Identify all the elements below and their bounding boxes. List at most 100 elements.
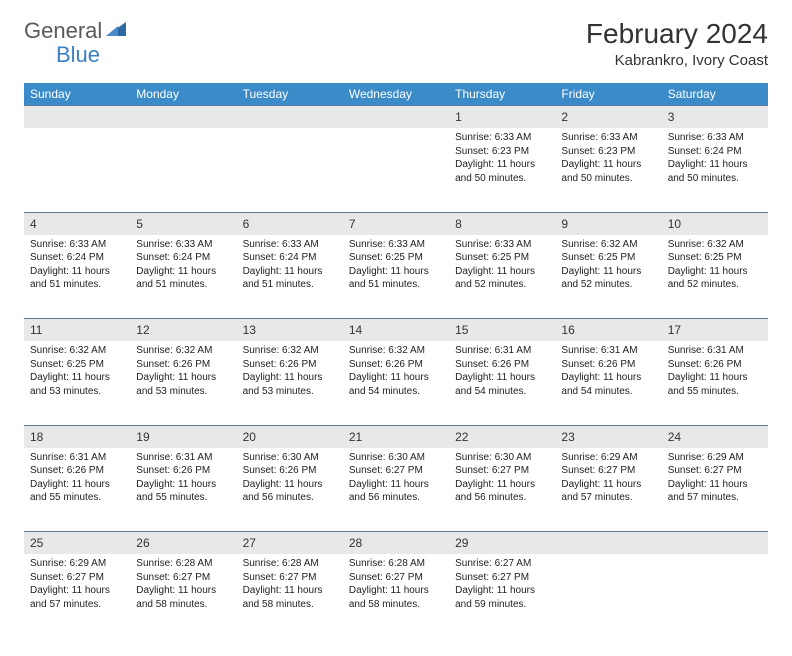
day-details: Sunrise: 6:31 AMSunset: 6:26 PMDaylight:… xyxy=(555,341,661,404)
daylight-line: Daylight: 11 hours and 56 minutes. xyxy=(243,479,323,504)
day-number: 2 xyxy=(561,110,568,124)
sunrise-line: Sunrise: 6:33 AM xyxy=(30,239,106,250)
day-number: 26 xyxy=(136,536,149,550)
day-number-row: 2526272829 xyxy=(24,532,768,555)
day-number: 28 xyxy=(349,536,362,550)
sunset-line: Sunset: 6:26 PM xyxy=(30,465,104,476)
calendar-body: 123Sunrise: 6:33 AMSunset: 6:23 PMDaylig… xyxy=(24,106,768,639)
day-number: 8 xyxy=(455,217,462,231)
day-details: Sunrise: 6:33 AMSunset: 6:25 PMDaylight:… xyxy=(449,235,555,298)
sunrise-line: Sunrise: 6:30 AM xyxy=(243,452,319,463)
sunset-line: Sunset: 6:24 PM xyxy=(30,252,104,263)
sunset-line: Sunset: 6:27 PM xyxy=(561,465,635,476)
sunset-line: Sunset: 6:24 PM xyxy=(243,252,317,263)
day-content-cell: Sunrise: 6:30 AM Sunset: 6:26 PM Daylight:… xyxy=(237,448,343,532)
day-number: 3 xyxy=(668,110,675,124)
day-content-cell: Sunrise: 6:32 AMSunset: 6:25 PMDaylight:… xyxy=(662,235,768,319)
daylight-line: Daylight: 11 hours and 50 minutes. xyxy=(668,159,748,184)
day-details: Sunrise: 6:32 AMSunset: 6:25 PMDaylight:… xyxy=(24,341,130,404)
logo-word-blue: Blue xyxy=(56,42,100,67)
day-content-cell xyxy=(237,128,343,212)
sunset-line: Sunset: 6:26 PM xyxy=(349,359,423,370)
daylight-line: Daylight: 11 hours and 58 minutes. xyxy=(349,585,429,610)
day-details: Sunrise: 6:32 AMSunset: 6:26 PMDaylight:… xyxy=(130,341,236,404)
day-number-row: 11121314151617 xyxy=(24,319,768,342)
day-number-cell: 11 xyxy=(24,319,130,342)
daylight-line: Daylight: 11 hours and 52 minutes. xyxy=(668,266,748,291)
day-details: Sunrise: 6:28 AMSunset: 6:27 PMDaylight:… xyxy=(237,554,343,617)
day-content-cell: Sunrise: 6:32 AMSunset: 6:25 PMDaylight:… xyxy=(555,235,661,319)
day-details: Sunrise: 6:31 AMSunset: 6:26 PMDaylight:… xyxy=(662,341,768,404)
sunset-line: Sunset: 6:25 PM xyxy=(561,252,635,263)
daylight-line: Daylight: 11 hours and 52 minutes. xyxy=(455,266,535,291)
sunrise-line: Sunrise: 6:28 AM xyxy=(349,558,425,569)
daylight-line: Daylight: 11 hours and 53 minutes. xyxy=(30,372,110,397)
weekday-header: Thursday xyxy=(449,83,555,106)
day-content-cell: Sunrise: 6:32 AMSunset: 6:26 PMDaylight:… xyxy=(237,341,343,425)
day-details: Sunrise: 6:33 AMSunset: 6:25 PMDaylight:… xyxy=(343,235,449,298)
day-details: Sunrise: 6:27 AMSunset: 6:27 PMDaylight:… xyxy=(449,554,555,617)
day-number: 20 xyxy=(243,430,256,444)
sunset-line: Sunset: 6:27 PM xyxy=(455,572,529,583)
day-details: Sunrise: 6:32 AMSunset: 6:26 PMDaylight:… xyxy=(343,341,449,404)
daylight-line: Daylight: 11 hours and 53 minutes. xyxy=(136,372,216,397)
daylight-line: Daylight: 11 hours and 58 minutes. xyxy=(243,585,323,610)
day-details: Sunrise: 6:33 AMSunset: 6:23 PMDaylight:… xyxy=(449,128,555,191)
day-number: 1 xyxy=(455,110,462,124)
day-number-row: 18192021222324 xyxy=(24,425,768,448)
sunrise-line: Sunrise: 6:32 AM xyxy=(668,239,744,250)
sunrise-line: Sunrise: 6:30 AM xyxy=(455,452,531,463)
day-number: 17 xyxy=(668,323,681,337)
sunrise-line: Sunrise: 6:29 AM xyxy=(561,452,637,463)
day-content-cell: Sunrise: 6:28 AMSunset: 6:27 PMDaylight:… xyxy=(130,554,236,638)
weekday-header: Sunday xyxy=(24,83,130,106)
sunrise-line: Sunrise: 6:32 AM xyxy=(136,345,212,356)
weekday-header: Friday xyxy=(555,83,661,106)
day-number-cell: 25 xyxy=(24,532,130,555)
sunrise-line: Sunrise: 6:30 AM xyxy=(349,452,425,463)
day-number-cell: 21 xyxy=(343,425,449,448)
day-number: 12 xyxy=(136,323,149,337)
day-content-cell xyxy=(130,128,236,212)
daylight-line: Daylight: 11 hours and 51 minutes. xyxy=(243,266,323,291)
daylight-line: Daylight: 11 hours and 53 minutes. xyxy=(243,372,323,397)
sunset-line: Sunset: 6:23 PM xyxy=(561,146,635,157)
day-number: 13 xyxy=(243,323,256,337)
sunset-line: Sunset: 6:25 PM xyxy=(349,252,423,263)
day-number: 19 xyxy=(136,430,149,444)
sunset-line: Sunset: 6:26 PM xyxy=(243,465,317,476)
sunset-line: Sunset: 6:26 PM xyxy=(243,359,317,370)
sunset-line: Sunset: 6:26 PM xyxy=(136,465,210,476)
sunrise-line: Sunrise: 6:29 AM xyxy=(668,452,744,463)
day-details: Sunrise: 6:31 AMSunset: 6:26 PMDaylight:… xyxy=(130,448,236,511)
sunrise-line: Sunrise: 6:32 AM xyxy=(561,239,637,250)
day-details: Sunrise: 6:33 AMSunset: 6:23 PMDaylight:… xyxy=(555,128,661,191)
day-details: Sunrise: 6:29 AMSunset: 6:27 PMDaylight:… xyxy=(555,448,661,511)
title-block: February 2024 Kabrankro, Ivory Coast xyxy=(586,18,768,69)
day-details: Sunrise: 6:32 AMSunset: 6:25 PMDaylight:… xyxy=(555,235,661,298)
location-subtitle: Kabrankro, Ivory Coast xyxy=(586,52,768,69)
sunrise-line: Sunrise: 6:31 AM xyxy=(136,452,212,463)
day-content-cell: Sunrise: 6:32 AMSunset: 6:26 PMDaylight:… xyxy=(343,341,449,425)
day-number-cell: 4 xyxy=(24,212,130,235)
day-number: 14 xyxy=(349,323,362,337)
sunrise-line: Sunrise: 6:28 AM xyxy=(136,558,212,569)
sunrise-line: Sunrise: 6:31 AM xyxy=(30,452,106,463)
day-details: Sunrise: 6:31 AMSunset: 6:26 PMDaylight:… xyxy=(449,341,555,404)
sunrise-line: Sunrise: 6:27 AM xyxy=(455,558,531,569)
day-number-cell: 23 xyxy=(555,425,661,448)
sunrise-line: Sunrise: 6:33 AM xyxy=(455,132,531,143)
day-details: Sunrise: 6:28 AMSunset: 6:27 PMDaylight:… xyxy=(343,554,449,617)
day-content-cell: Sunrise: 6:31 AMSunset: 6:26 PMDaylight:… xyxy=(662,341,768,425)
day-number: 9 xyxy=(561,217,568,231)
day-number-cell: 10 xyxy=(662,212,768,235)
sunset-line: Sunset: 6:26 PM xyxy=(561,359,635,370)
sunrise-line: Sunrise: 6:33 AM xyxy=(668,132,744,143)
sunset-line: Sunset: 6:24 PM xyxy=(136,252,210,263)
day-content-cell: Sunrise: 6:33 AMSunset: 6:23 PMDaylight:… xyxy=(449,128,555,212)
day-content-cell: Sunrise: 6:33 AMSunset: 6:24 PMDaylight:… xyxy=(130,235,236,319)
day-number-cell: 26 xyxy=(130,532,236,555)
day-number-cell: 8 xyxy=(449,212,555,235)
day-number-cell: 7 xyxy=(343,212,449,235)
day-content-cell: Sunrise: 6:27 AMSunset: 6:27 PMDaylight:… xyxy=(449,554,555,638)
